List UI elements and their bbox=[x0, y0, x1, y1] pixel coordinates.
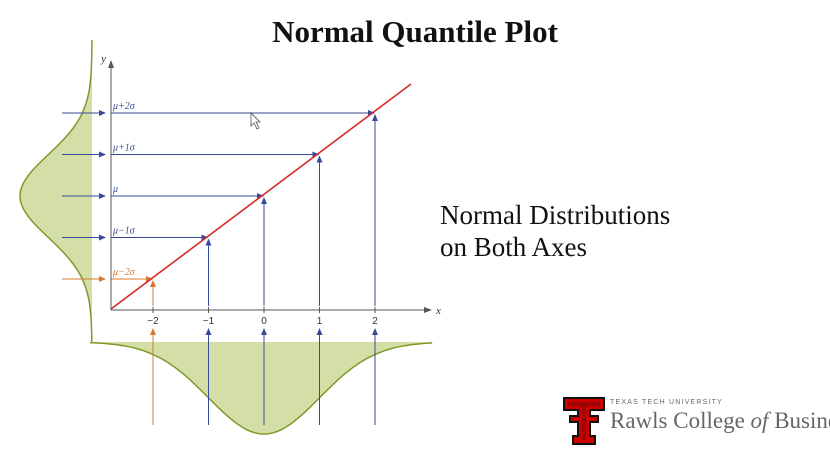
logo-college-text: Rawls College of Business™ bbox=[610, 408, 830, 433]
logo-university-text: TEXAS TECH UNIVERSITY bbox=[610, 399, 723, 406]
arrowhead-up bbox=[372, 114, 378, 121]
arrowhead-right bbox=[99, 110, 106, 116]
double-t-logo-icon bbox=[563, 397, 605, 445]
slide-title: Normal Quantile Plot bbox=[272, 14, 558, 49]
x-tick-label: 0 bbox=[261, 316, 267, 327]
y-level-label: μ−2σ bbox=[112, 267, 136, 278]
y-level-label: μ bbox=[112, 184, 118, 195]
arrowhead-up bbox=[150, 328, 156, 335]
mouse-cursor-icon bbox=[250, 112, 261, 130]
arrowhead-up bbox=[205, 328, 212, 335]
left-density-fill bbox=[20, 40, 92, 345]
reference-line bbox=[110, 83, 412, 310]
left-density-curve bbox=[19, 40, 93, 344]
y-axis-arrowhead bbox=[108, 60, 114, 68]
university-logo: TEXAS TECH UNIVERSITY Rawls College of B… bbox=[562, 396, 830, 448]
arrowhead-up bbox=[150, 280, 156, 287]
arrowhead-right bbox=[99, 151, 106, 158]
arrowhead-up bbox=[372, 328, 378, 335]
y-level-label: μ+1σ bbox=[112, 143, 136, 154]
arrowhead-up bbox=[205, 238, 212, 246]
arrowhead-up bbox=[261, 197, 267, 204]
bottom-density-fill bbox=[90, 342, 434, 434]
y-axis-label: y bbox=[100, 53, 106, 65]
x-tick-label: −2 bbox=[147, 316, 159, 327]
arrowhead-up bbox=[316, 155, 323, 163]
x-tick-label: −1 bbox=[203, 316, 215, 327]
x-axis-label: x bbox=[435, 305, 441, 317]
y-level-label: μ−1σ bbox=[112, 226, 136, 237]
y-level-label: μ+2σ bbox=[112, 101, 136, 112]
arrowhead-up bbox=[261, 328, 267, 335]
caption-line-1: Normal Distributions bbox=[440, 200, 671, 230]
arrowhead-right bbox=[99, 276, 106, 282]
caption-line-2: on Both Axes bbox=[440, 232, 588, 262]
x-tick-label: 1 bbox=[317, 316, 323, 327]
x-tick-label: 2 bbox=[372, 316, 378, 327]
arrowhead-up bbox=[316, 328, 323, 335]
arrowhead-right bbox=[99, 193, 106, 199]
arrowhead-right bbox=[99, 234, 106, 241]
x-axis-arrowhead bbox=[424, 307, 432, 313]
